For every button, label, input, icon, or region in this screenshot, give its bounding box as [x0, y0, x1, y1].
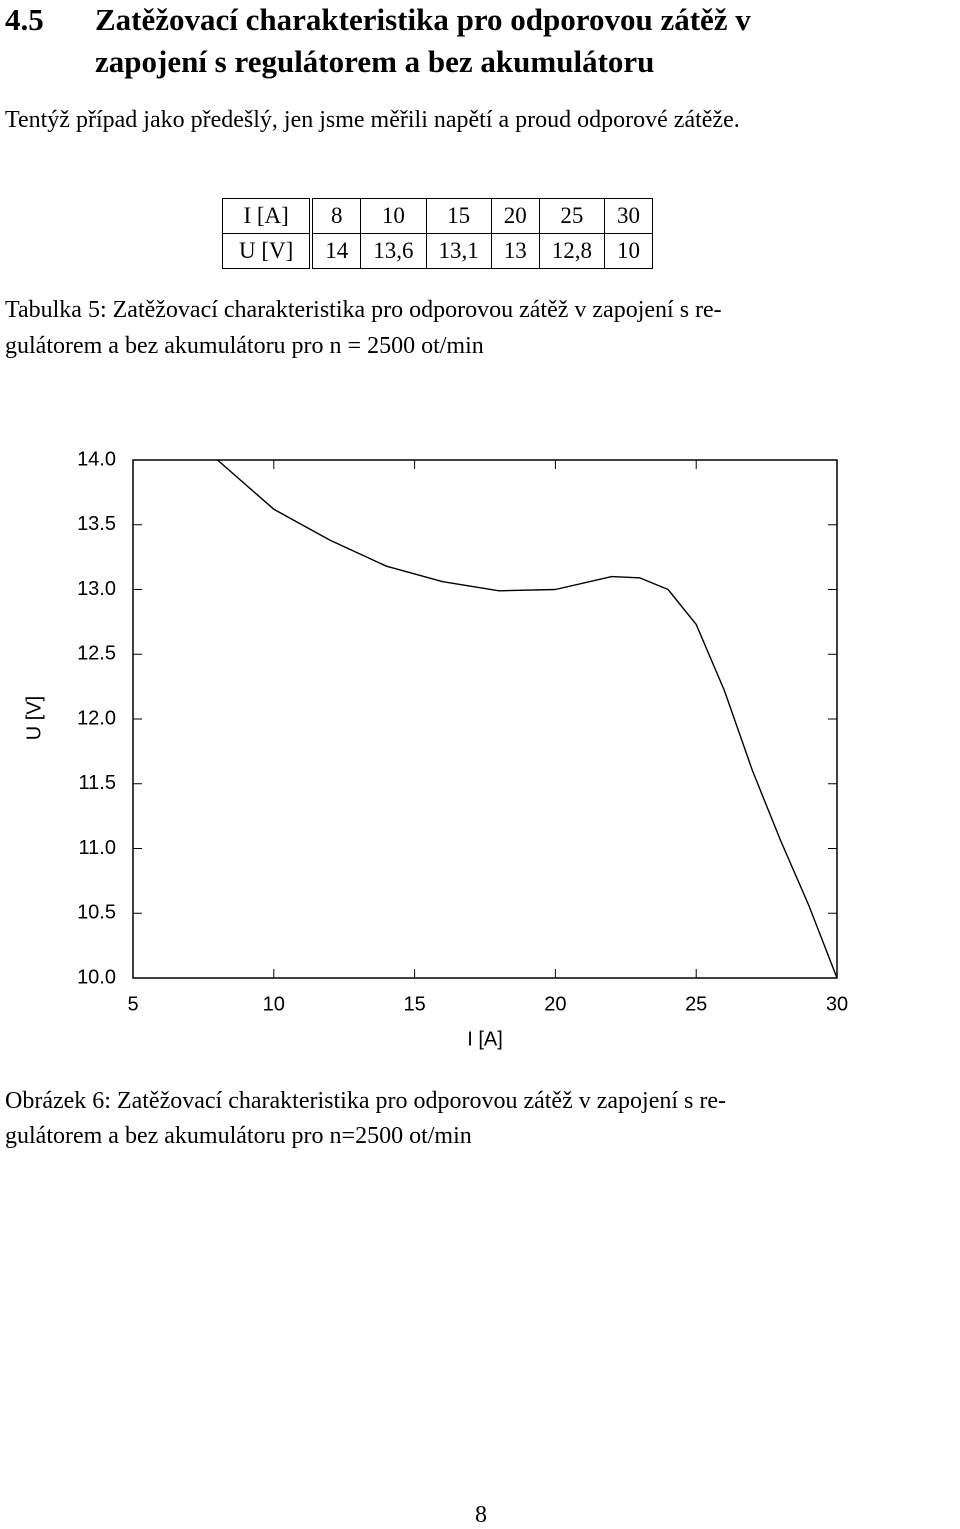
- y-tick-label: 10.5: [77, 902, 116, 924]
- figure-caption: gulátorem a bez akumulátoru pro n=2500 o…: [5, 1123, 472, 1149]
- y-tick-label: 14.0: [77, 448, 116, 470]
- cell: 14: [310, 233, 362, 269]
- cell: 10: [360, 198, 427, 234]
- cell: 20: [490, 198, 540, 234]
- cell: 13,1: [425, 233, 492, 269]
- cell: U [V]: [222, 233, 314, 269]
- x-tick-label: 30: [826, 993, 848, 1015]
- y-tick-label: 10.0: [77, 966, 116, 988]
- y-tick-label: 12.5: [77, 643, 116, 665]
- data-table: I [A] 8 10 15 20 25 30 U [V] 14 13,6 13,…: [222, 198, 654, 269]
- section-title: Zatěžovací charakteristika pro odporovou…: [95, 2, 751, 37]
- x-tick-label: 25: [685, 993, 707, 1015]
- y-tick-label: 11.0: [79, 837, 116, 859]
- cell: 30: [604, 198, 654, 234]
- x-tick-label: 10: [263, 993, 285, 1015]
- cell: 8: [310, 198, 362, 234]
- table-caption: gulátorem a bez akumulátoru pro n = 2500…: [5, 333, 484, 359]
- cell: 25: [538, 198, 606, 234]
- cell: 13: [490, 233, 540, 269]
- cell: 13,6: [360, 233, 427, 269]
- cell: I [A]: [222, 198, 314, 234]
- x-tick-label: 20: [544, 993, 566, 1015]
- plot-frame: [132, 459, 838, 979]
- page-number: 8: [475, 1502, 487, 1528]
- y-tick-label: 13.0: [77, 578, 116, 600]
- chart: I [A] U [V] 10.0 10.5 11.0 11.5 12.0 12.5 13.0…: [23, 448, 848, 1050]
- y-tick-label: 13.5: [77, 513, 116, 535]
- x-axis-label: I [A]: [467, 1028, 503, 1050]
- section-number: 4.5: [5, 2, 44, 37]
- x-tick-label: 5: [127, 993, 138, 1015]
- section-title: zapojení s regulátorem a bez akumulátoru: [95, 44, 655, 79]
- x-tick-label: 15: [403, 993, 425, 1015]
- figure-caption: Obrázek 6: Zatěžovací charakteristika pr…: [5, 1088, 726, 1114]
- y-tick-label: 11.5: [79, 772, 116, 794]
- table-caption: Tabulka 5: Zatěžovací charakteristika pr…: [5, 297, 722, 323]
- cell: 15: [425, 198, 492, 234]
- cell: 12,8: [538, 233, 606, 269]
- y-axis-label: U [V]: [23, 696, 45, 740]
- y-tick-label: 12.0: [77, 707, 116, 729]
- data-line: [217, 459, 838, 979]
- cell: 10: [604, 233, 654, 269]
- intro: Tentýž případ jako předešlý, jen jsme mě…: [5, 107, 740, 133]
